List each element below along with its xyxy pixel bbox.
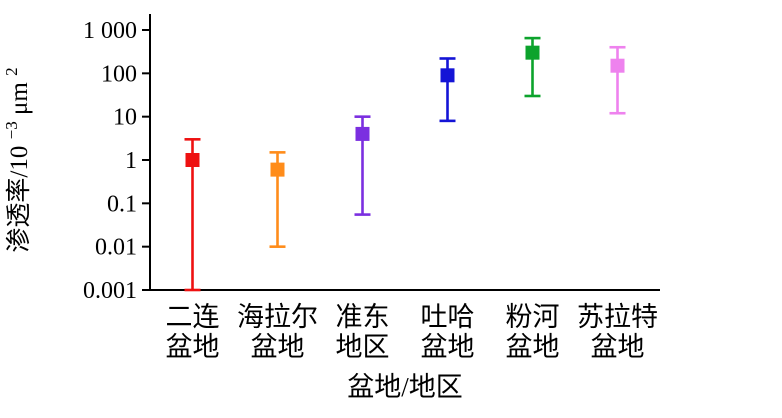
y-tick-label: 0.1 <box>107 191 137 217</box>
y-tick-label: 0.001 <box>83 278 137 304</box>
x-category-label: 盆地 <box>166 332 220 362</box>
x-category-label: 苏拉特 <box>577 302 658 332</box>
y-axis-title-unit-exponent: 2 <box>2 67 21 76</box>
x-category-label: 准东 <box>336 302 390 332</box>
y-tick-label: 100 <box>101 61 137 87</box>
y-tick-label: 1 000 <box>83 18 137 44</box>
x-category-label: 吐哈 <box>421 302 475 332</box>
x-category-label: 盆地 <box>506 332 560 362</box>
x-category-label: 海拉尔 <box>237 302 318 332</box>
y-tick-label: 1 <box>125 148 137 174</box>
x-category-label: 地区 <box>336 332 390 362</box>
x-category-label: 盆地 <box>251 332 305 362</box>
y-axis-title: 渗透率/10 −3 μm 2 <box>0 67 33 252</box>
y-tick-label: 10 <box>113 105 137 131</box>
data-point-marker <box>525 45 540 60</box>
x-category-label: 盆地 <box>591 332 645 362</box>
data-point-marker <box>610 58 625 73</box>
data-point-marker <box>355 126 370 141</box>
y-axis-title-unit: μm <box>6 82 33 115</box>
data-point-marker <box>270 162 285 177</box>
data-point-marker <box>185 153 200 167</box>
y-axis-title-exponent: −3 <box>2 121 21 139</box>
x-axis-title: 盆地/地区 <box>347 372 463 402</box>
y-tick-label: 0.01 <box>95 235 137 261</box>
x-category-label: 盆地 <box>421 332 475 362</box>
y-axis-title-text: 渗透率/10 <box>5 146 33 253</box>
x-category-label: 二连 <box>166 302 220 332</box>
x-category-label: 粉河 <box>506 302 560 332</box>
data-point-marker <box>440 68 455 83</box>
